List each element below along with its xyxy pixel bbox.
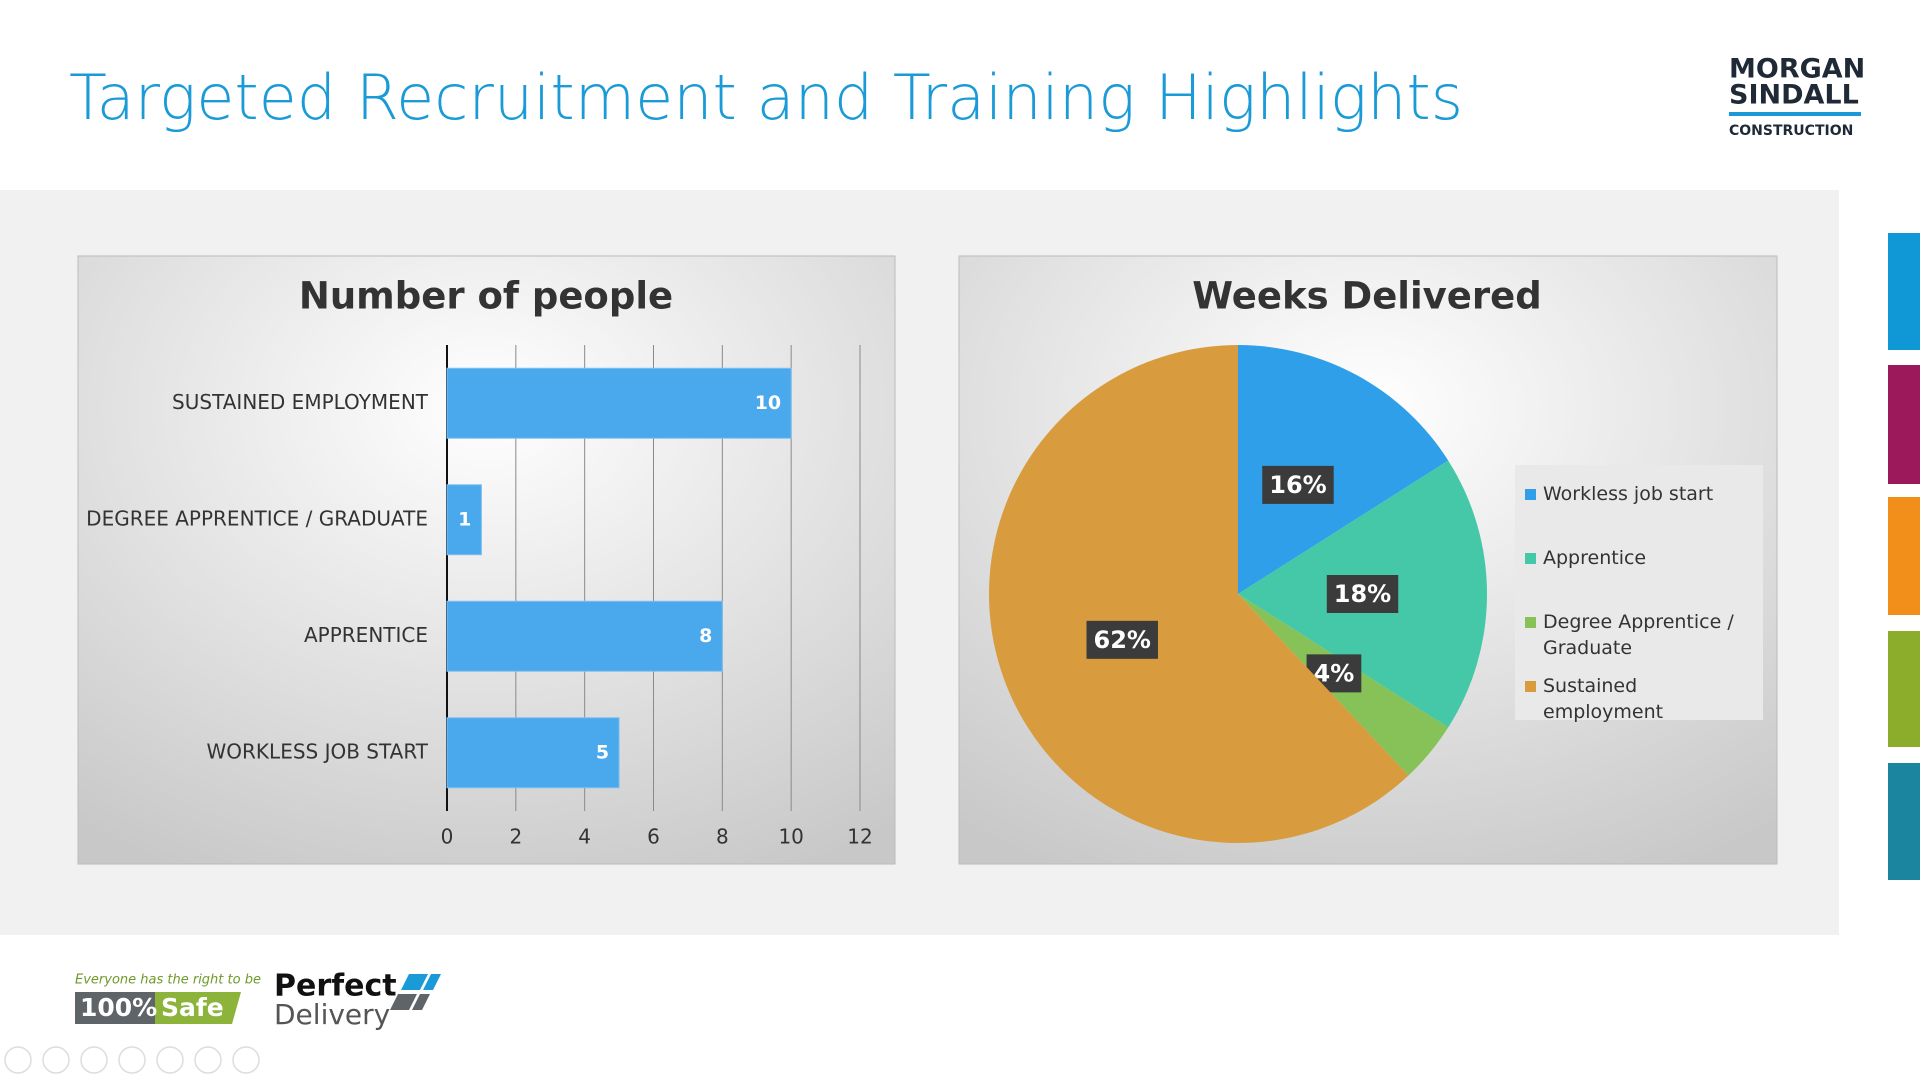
pie-slice — [988, 345, 1409, 843]
side-tab — [1888, 631, 1920, 747]
legend-swatch — [1525, 489, 1536, 500]
footer-tagline: Everyone has the right to be — [75, 973, 261, 988]
y-tick-label: APPRENTICE — [304, 623, 428, 647]
x-tick-label: 12 — [847, 825, 872, 849]
data-label: 62% — [1094, 626, 1151, 654]
pie-slice — [1238, 345, 1449, 594]
data-label: 18% — [1334, 580, 1391, 608]
legend-label: Apprentice — [1543, 547, 1647, 569]
chart-title: Number of people — [299, 275, 673, 318]
legend-label: Degree Apprentice / Graduate — [1543, 611, 1734, 659]
bar — [446, 484, 482, 556]
badge-text: Safe — [161, 993, 224, 1022]
side-tab — [1888, 763, 1920, 880]
bar — [446, 717, 620, 789]
legend-label: Workless job start — [1543, 483, 1714, 505]
data-label-box — [1086, 620, 1158, 659]
logo-text: SINDALL — [1729, 80, 1859, 111]
brand-text: Delivery — [274, 998, 390, 1031]
logo-rule — [1729, 112, 1861, 116]
side-tab — [1888, 233, 1920, 350]
bar — [446, 367, 792, 439]
brand-icon — [390, 974, 441, 1010]
badge-text: 100% — [80, 993, 157, 1022]
legend-item: Apprentice — [1525, 545, 1755, 601]
x-tick-label: 0 — [441, 825, 454, 849]
legend-item: Sustained employment — [1525, 673, 1755, 729]
y-tick-label: WORKLESS JOB START — [207, 739, 429, 763]
x-tick-label: 4 — [578, 825, 591, 849]
logo-text: CONSTRUCTION — [1729, 123, 1853, 139]
data-label: 8 — [699, 625, 712, 647]
side-tab — [1888, 365, 1920, 484]
y-tick-label: SUSTAINED EMPLOYMENT — [172, 390, 429, 414]
data-label-box — [1326, 575, 1399, 613]
legend-label: Sustained employment — [1543, 675, 1664, 723]
legend-item: Workless job start — [1525, 481, 1755, 537]
badge-box — [75, 992, 155, 1024]
legend: Workless job start Apprentice Degree Appre… — [1515, 465, 1763, 723]
data-label-box — [1262, 465, 1334, 504]
data-label: 5 — [596, 741, 609, 763]
legend-swatch — [1525, 553, 1536, 564]
x-tick-label: 8 — [716, 825, 729, 849]
badge-box — [155, 992, 241, 1024]
side-tab — [1888, 497, 1920, 615]
legend-swatch — [1525, 617, 1536, 628]
brand-text: Perfect — [274, 969, 397, 1004]
x-tick-label: 6 — [647, 825, 660, 849]
x-tick-label: 2 — [509, 825, 522, 849]
x-tick-label: 10 — [778, 825, 803, 849]
legend-swatch — [1525, 681, 1536, 692]
logo-text: MORGAN — [1729, 54, 1865, 85]
y-tick-label: DEGREE APPRENTICE / GRADUATE — [86, 506, 428, 530]
toolbar — [4, 1046, 260, 1074]
data-label: 16% — [1269, 471, 1326, 499]
data-label: 1 — [458, 508, 471, 530]
data-label: 10 — [755, 392, 781, 414]
legend-item: Degree Apprentice / Graduate — [1525, 609, 1755, 665]
bar — [446, 600, 723, 672]
chart-title: Weeks Delivered — [1192, 275, 1541, 318]
slide-title: Targeted Recruitment and Training Highli… — [69, 61, 1463, 134]
